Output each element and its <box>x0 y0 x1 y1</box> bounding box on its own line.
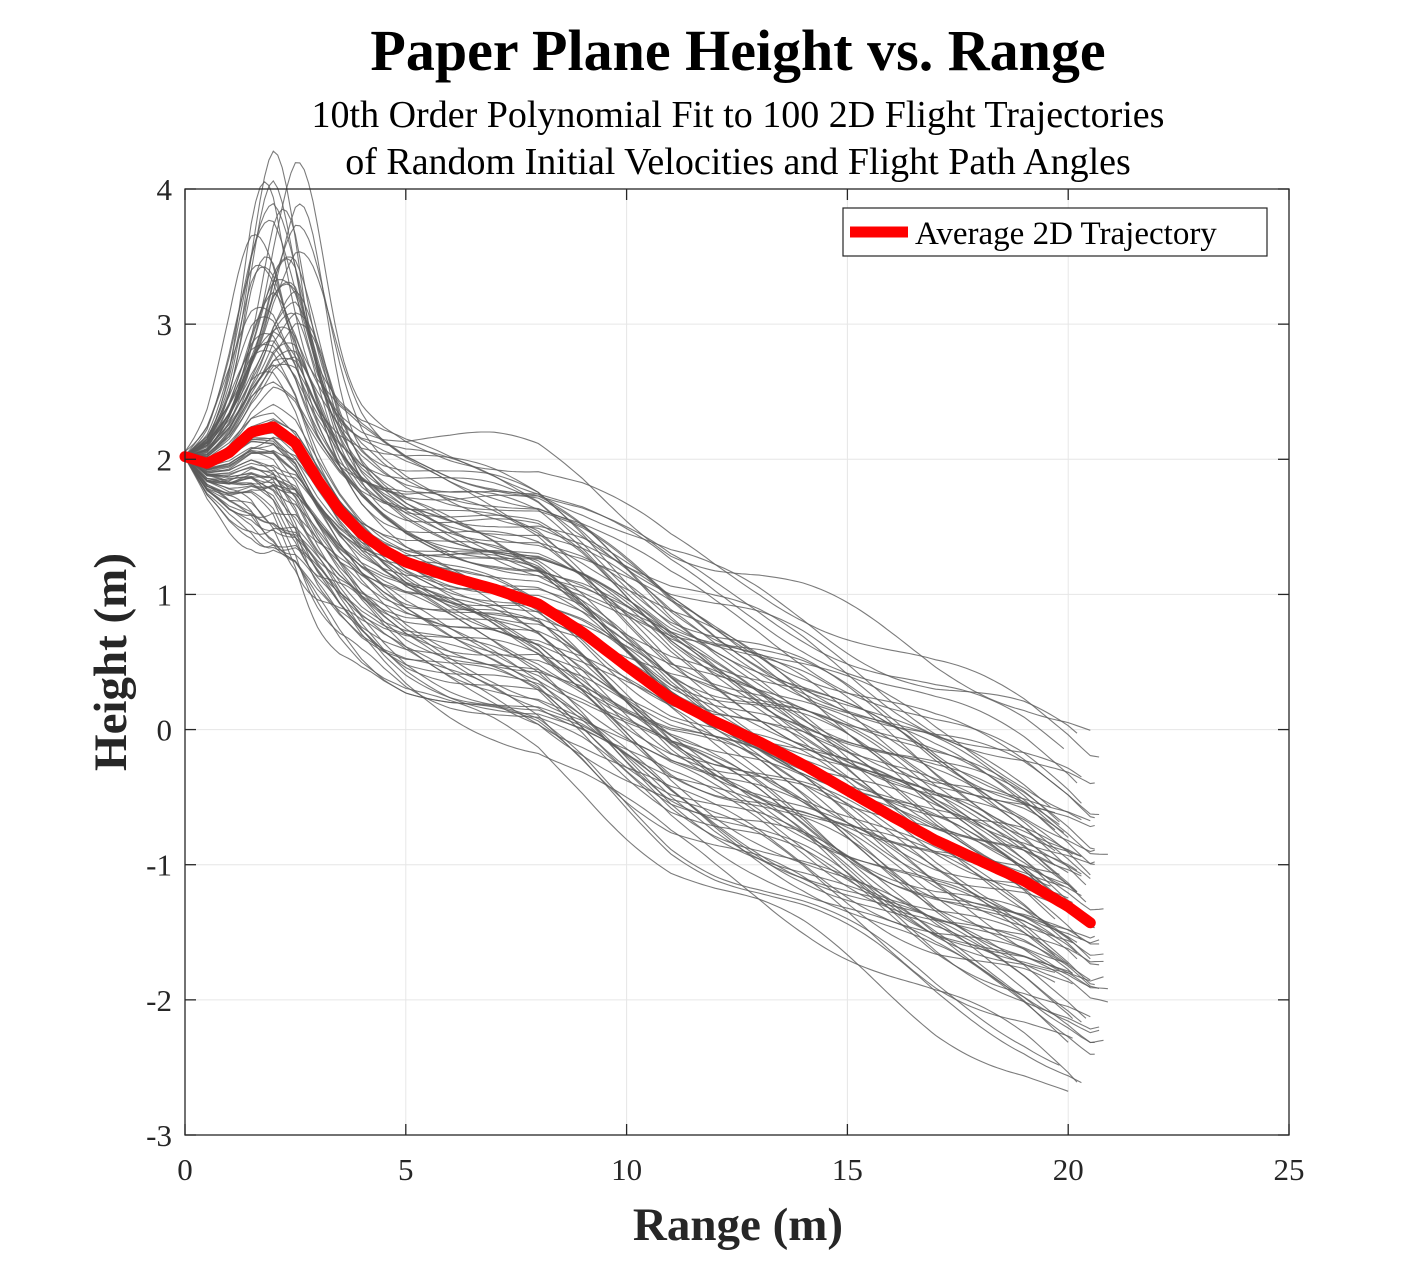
x-axis-label: Range (m) <box>633 1199 843 1251</box>
trajectory-line-73 <box>184 456 1073 1019</box>
trajectory-line-26 <box>184 219 1091 731</box>
trajectory-line-40 <box>184 456 1056 983</box>
trajectory-line-87 <box>184 450 1060 903</box>
average-series <box>179 421 1096 929</box>
trajectory-line-53 <box>184 456 1100 1030</box>
trajectory-line-99 <box>184 162 1100 758</box>
trajectory-line-60 <box>184 451 1100 990</box>
trajectory-line-19 <box>184 342 1091 880</box>
x-tick-label: 10 <box>611 1152 642 1187</box>
trajectory-line-94 <box>184 456 1056 956</box>
average-trajectory-line <box>179 421 1096 929</box>
trajectory-line-77 <box>184 256 1056 866</box>
legend-label: Average 2D Trajectory <box>915 216 1217 252</box>
trajectory-line-81 <box>184 456 1064 963</box>
y-tick-label: 3 <box>157 307 173 342</box>
trajectory-line-34 <box>184 281 1095 924</box>
chart-subtitle-line-2: of Random Initial Velocities and Flight … <box>345 141 1131 183</box>
trajectory-line-79 <box>184 456 1095 986</box>
trajectory-line-18 <box>184 203 1082 857</box>
trajectory-line-61 <box>184 291 1069 874</box>
x-tick-label: 15 <box>832 1152 863 1187</box>
trajectory-line-91 <box>184 340 1056 814</box>
trajectory-line-89 <box>184 208 1078 734</box>
y-tick-label: 2 <box>157 442 173 477</box>
trajectory-line-36 <box>184 266 1065 750</box>
axes <box>184 188 1290 1136</box>
trajectory-line-46 <box>184 456 1095 1055</box>
trajectory-line-15 <box>184 326 1056 920</box>
y-tick-label: 4 <box>157 172 173 207</box>
trajectory-line-72 <box>184 457 1069 1092</box>
trajectory-line-80 <box>184 456 1060 1066</box>
trajectory-line-95 <box>184 251 1082 804</box>
trajectory-line-10 <box>184 456 1078 1083</box>
y-tick-label: 1 <box>157 577 173 612</box>
trajectory-line-48 <box>184 449 1091 981</box>
chart-subtitle-line-1: 10th Order Polynomial Fit to 100 2D Flig… <box>312 94 1165 136</box>
trajectory-line-24 <box>184 457 1069 965</box>
trajectory-line-64 <box>184 456 1100 1034</box>
trajectory-line-78 <box>184 332 1087 903</box>
trajectory-line-32 <box>184 456 1104 982</box>
trajectory-line-96 <box>184 150 1056 852</box>
trajectory-line-76 <box>184 456 1082 1084</box>
trajectory-line-66 <box>184 456 1073 985</box>
trajectory-line-8 <box>184 456 1073 1039</box>
axes-frame <box>184 188 1290 1136</box>
trajectory-line-88 <box>184 456 1104 963</box>
trajectory-line-97 <box>184 312 1091 822</box>
y-tick-label: -3 <box>146 1118 172 1153</box>
y-tick-label: 0 <box>157 713 173 748</box>
trajectory-line-100 <box>184 312 1051 808</box>
trajectory-line-70 <box>184 306 1073 911</box>
trajectory-line-44 <box>184 349 1091 876</box>
trajectory-line-85 <box>184 456 1104 956</box>
x-tick-label: 20 <box>1053 1152 1084 1187</box>
trajectory-line-38 <box>184 256 1069 886</box>
x-tick-label: 0 <box>177 1152 193 1187</box>
trajectory-line-55 <box>184 456 1060 970</box>
trajectory-line-14 <box>184 357 1082 877</box>
trajectory-line-92 <box>184 403 1051 894</box>
x-tick-label: 25 <box>1274 1152 1305 1187</box>
trajectory-line-84 <box>184 330 1100 816</box>
trajectory-line-33 <box>184 290 1069 838</box>
y-tick-label: -2 <box>146 983 172 1018</box>
trajectory-line-49 <box>184 456 1104 1044</box>
chart-title: Paper Plane Height vs. Range <box>370 18 1105 83</box>
y-axis-label: Height (m) <box>85 553 137 771</box>
legend: Average 2D Trajectory <box>842 207 1268 257</box>
trajectory-line-43 <box>184 456 1108 990</box>
legend-box <box>842 207 1268 257</box>
y-tick-label: -1 <box>146 848 172 883</box>
trajectory-line-86 <box>184 457 1087 1019</box>
x-tick-label: 5 <box>398 1152 414 1187</box>
